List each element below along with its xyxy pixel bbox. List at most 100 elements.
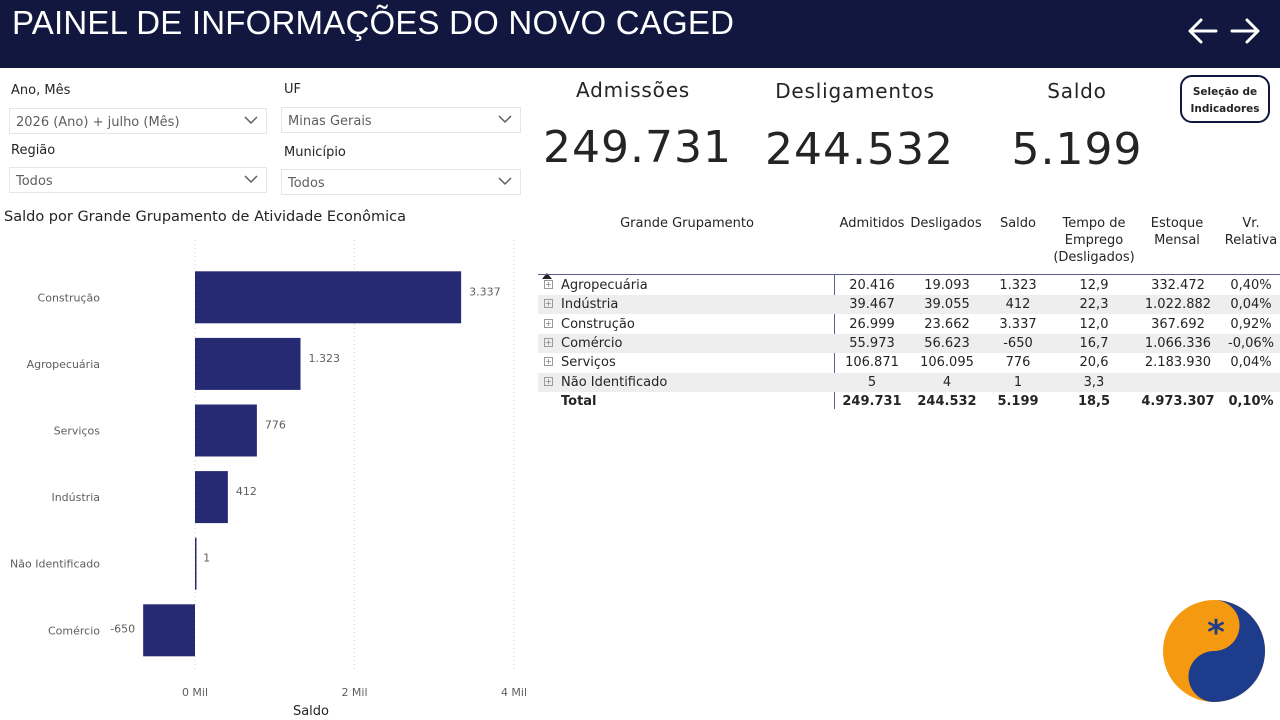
header-bar: PAINEL DE INFORMAÇÕES DO NOVO CAGED xyxy=(0,0,1280,68)
col-header-tempo[interactable]: Tempo de Emprego (Desligados) xyxy=(1050,215,1138,266)
row-name: Comércio xyxy=(561,335,623,351)
data-label: 1.323 xyxy=(309,352,341,365)
expand-plus-icon[interactable]: + xyxy=(544,337,553,347)
x-tick-label: 2 Mil xyxy=(341,686,367,699)
expand-plus-icon[interactable]: + xyxy=(544,318,553,328)
expand-plus-icon[interactable]: + xyxy=(544,376,553,386)
cell-desligados: 23.662 xyxy=(924,316,970,332)
table-row[interactable]: + Construção 26.999 23.662 3.337 12,0 367.692 0… xyxy=(538,315,1280,334)
row-name: Agropecuária xyxy=(561,278,648,293)
total-saldo: 5.199 xyxy=(997,393,1039,409)
col-header-saldo[interactable]: Saldo xyxy=(999,216,1037,231)
filter-regiao-label: Região xyxy=(11,143,56,158)
kpi-saldo-value: 5.199 xyxy=(1011,124,1143,175)
col-header-vr-line2: Relativa xyxy=(1224,233,1278,248)
saldo-bar-chart: 0 Mil 2 Mil 4 Mil Construção 3.337 Agropecuár… xyxy=(10,240,527,719)
cell-desligados: 4 xyxy=(942,374,952,390)
filter-uf-value: Minas Gerais xyxy=(288,114,372,129)
cell-estoque: 367.692 xyxy=(1151,316,1205,332)
svg-text:*: * xyxy=(1207,613,1225,653)
y-category-label: Não Identificado xyxy=(10,558,100,571)
kpi-desligamentos-value: 244.532 xyxy=(765,124,954,175)
table-total-row: Total 249.731 244.532 5.199 18,5 4.973.307 0,1… xyxy=(538,392,1280,411)
col-header-estoque[interactable]: Estoque Mensal xyxy=(1142,215,1212,249)
page-title: PAINEL DE INFORMAÇÕES DO NOVO CAGED xyxy=(12,4,735,41)
cell-tempo: 12,0 xyxy=(1079,316,1109,332)
filter-regiao-dropdown[interactable]: Todos xyxy=(9,167,267,193)
table-row[interactable]: + Agropecuária 20.416 19.093 1.323 12,9 332.47… xyxy=(538,276,1280,295)
col-header-grupamento[interactable]: Grande Grupamento xyxy=(620,216,754,231)
row-name: Indústria xyxy=(561,297,619,313)
cell-desligados: 39.055 xyxy=(924,297,970,313)
filter-ano-mes-label: Ano, Mês xyxy=(11,83,71,98)
total-label: Total xyxy=(561,393,597,409)
y-category-label: Serviços xyxy=(54,425,101,438)
filter-uf-dropdown[interactable]: Minas Gerais xyxy=(281,107,521,133)
selecao-indicadores-button[interactable]: Seleção de Indicadores xyxy=(1180,75,1270,123)
data-label: 3.337 xyxy=(469,285,501,298)
expand-plus-icon[interactable]: + xyxy=(544,299,553,309)
col-header-vr-relativa[interactable]: Vr. Relativa xyxy=(1222,215,1280,249)
row-name: Serviços xyxy=(561,355,616,371)
cell-saldo: 776 xyxy=(1005,355,1031,371)
total-vr: 0,10% xyxy=(1228,393,1274,409)
col-header-admitidos[interactable]: Admitidos xyxy=(839,216,905,231)
selecao-indicadores-line2: Indicadores xyxy=(1190,103,1260,115)
filter-ano-mes-dropdown[interactable]: 2026 (Ano) + julho (Mês) xyxy=(9,108,267,134)
total-desligados: 244.532 xyxy=(917,393,977,409)
table-row[interactable]: + Indústria 39.467 39.055 412 22,3 1.022.882 0,… xyxy=(538,295,1280,315)
data-label: 412 xyxy=(236,485,257,498)
expand-plus-icon[interactable]: + xyxy=(544,357,553,367)
cell-desligados: 56.623 xyxy=(924,335,970,351)
filter-ano-mes-value: 2026 (Ano) + julho (Mês) xyxy=(16,115,180,130)
cell-tempo: 3,3 xyxy=(1083,374,1105,390)
cell-vr: 0,40% xyxy=(1230,278,1272,293)
table-row[interactable]: + Serviços 106.871 106.095 776 20,6 2.183.930 0… xyxy=(538,353,1280,372)
chevron-down-icon xyxy=(498,115,512,124)
y-category-label: Agropecuária xyxy=(27,358,100,371)
cell-tempo: 16,7 xyxy=(1079,335,1109,351)
cell-admitidos: 55.973 xyxy=(849,335,895,351)
filter-municipio: Município xyxy=(284,145,346,160)
y-category-label: Indústria xyxy=(51,491,100,504)
table-row[interactable]: + Não Identificado 5 4 1 3,3 xyxy=(538,372,1280,392)
total-admitidos: 249.731 xyxy=(842,393,902,409)
col-header-desligados[interactable]: Desligados xyxy=(910,216,982,231)
chevron-down-icon xyxy=(244,116,258,125)
cell-saldo: -650 xyxy=(1003,335,1033,351)
col-header-tempo-line1: Tempo de xyxy=(1062,216,1126,231)
asterisk-logo-icon: * xyxy=(1162,599,1266,703)
kpi-admissoes-value: 249.731 xyxy=(543,122,732,173)
filter-regiao: Região xyxy=(11,143,55,158)
sort-ascending-icon[interactable] xyxy=(542,264,552,279)
row-name: Não Identificado xyxy=(561,374,668,390)
bar xyxy=(195,471,228,524)
kpi-saldo-label: Saldo xyxy=(1047,79,1107,103)
cell-saldo: 412 xyxy=(1005,297,1031,313)
filter-uf-label: UF xyxy=(284,82,301,97)
cell-admitidos: 5 xyxy=(867,374,877,390)
cell-estoque: 332.472 xyxy=(1151,278,1205,293)
chevron-down-icon xyxy=(244,175,258,184)
filter-municipio-value: Todos xyxy=(288,176,325,191)
y-category-label: Comércio xyxy=(48,624,100,637)
cell-estoque: 1.066.336 xyxy=(1144,335,1212,351)
chart-title: Saldo por Grande Grupamento de Atividade… xyxy=(4,209,406,225)
filter-municipio-dropdown[interactable]: Todos xyxy=(281,169,521,195)
data-label: 1 xyxy=(203,552,210,565)
row-name: Construção xyxy=(561,316,635,332)
filter-ano-mes: Ano, Mês xyxy=(11,83,70,98)
cell-saldo: 1 xyxy=(1013,374,1023,390)
cell-admitidos: 26.999 xyxy=(849,316,895,332)
arrow-left-icon[interactable] xyxy=(1186,14,1220,48)
filter-regiao-value: Todos xyxy=(16,174,53,189)
table-row[interactable]: + Comércio 55.973 56.623 -650 16,7 1.066.336 -0… xyxy=(538,333,1280,353)
total-tempo: 18,5 xyxy=(1077,393,1111,409)
cell-tempo: 12,9 xyxy=(1079,278,1109,293)
data-label: -650 xyxy=(110,622,135,635)
data-label: 776 xyxy=(265,419,286,432)
arrow-right-icon[interactable] xyxy=(1228,14,1262,48)
expand-plus-icon[interactable]: + xyxy=(544,280,553,289)
cell-tempo: 22,3 xyxy=(1079,297,1109,313)
table-header-divider xyxy=(538,274,1280,275)
